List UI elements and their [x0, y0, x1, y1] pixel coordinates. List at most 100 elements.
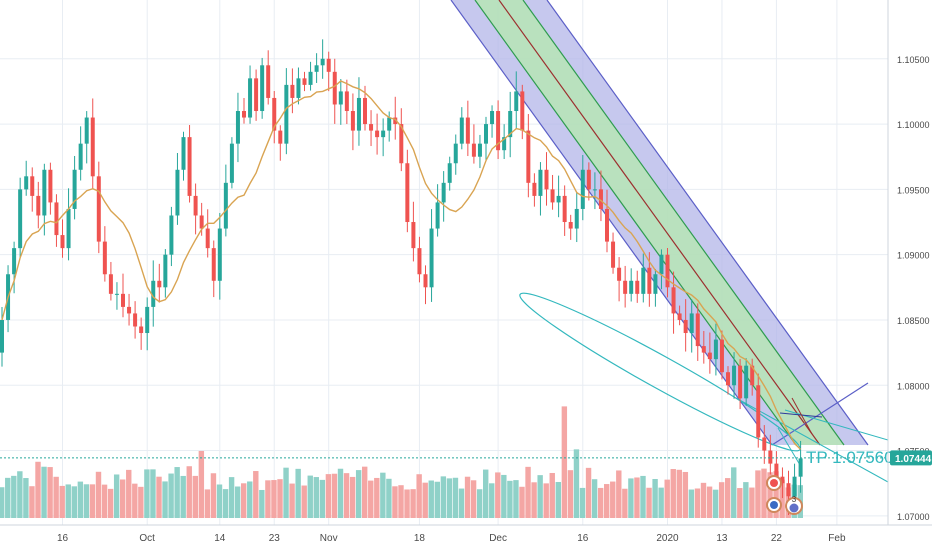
volume-bar — [362, 466, 368, 518]
channel-line — [522, 0, 845, 446]
volume-bar — [398, 485, 404, 518]
x-axis[interactable]: 16 Oct 14 23 Nov 18 Dec 16 2020 13 22 Feb — [0, 524, 932, 544]
volume-bar — [464, 476, 471, 518]
volume-bar — [622, 488, 628, 518]
candle-body — [598, 189, 603, 209]
candle-body — [0, 319, 4, 353]
candle-body — [278, 130, 283, 144]
volume-bar — [271, 480, 277, 518]
volume-bar — [313, 477, 319, 518]
candle-body — [90, 117, 95, 177]
take-profit-label[interactable]: TP 1.07560 — [806, 448, 894, 467]
x-tick-label: 18 — [414, 533, 426, 544]
volume-bar — [198, 450, 205, 518]
volume-bar — [628, 478, 634, 518]
x-tick-label: 23 — [269, 533, 281, 544]
volume-bar — [555, 481, 561, 518]
volume-bar — [458, 488, 465, 518]
event-marker-earnings[interactable] — [766, 475, 782, 491]
candle-body — [356, 97, 361, 131]
candle-body — [762, 437, 767, 451]
volume-bar — [483, 469, 489, 518]
candle-body — [248, 78, 253, 118]
volume-bar — [23, 478, 29, 518]
candle-body — [18, 189, 23, 249]
volume-bar — [670, 469, 676, 518]
volume-bar — [616, 470, 622, 518]
volume-bar — [755, 470, 761, 518]
volume-bar — [501, 474, 507, 518]
volume-bar — [731, 467, 737, 518]
candle-body — [284, 84, 289, 144]
candle-body — [750, 365, 755, 386]
volume-bar — [452, 477, 459, 518]
volume-bar — [446, 478, 453, 518]
moving-average — [1, 80, 802, 450]
candle-body — [399, 124, 404, 164]
candle-body — [538, 169, 543, 196]
volume-bar — [597, 487, 604, 518]
volume-bar — [77, 481, 84, 518]
candle-body — [332, 71, 337, 105]
volume-bar — [162, 481, 168, 518]
candle-body — [175, 169, 180, 216]
candle-body — [774, 463, 779, 477]
volume-bar — [11, 475, 17, 518]
volume-bar — [737, 488, 743, 518]
volume-bar — [640, 475, 646, 518]
volume-bar — [700, 482, 707, 518]
last-price-badge: 1.07444 — [890, 450, 932, 466]
candle-body — [169, 215, 174, 255]
volume-bar — [0, 487, 5, 518]
candle-body — [447, 163, 452, 183]
volume-bar — [241, 483, 247, 518]
candle-body — [629, 280, 634, 294]
candle-body — [520, 91, 525, 131]
candle-body — [369, 124, 374, 131]
candle-body — [738, 365, 743, 399]
candlesticks — [0, 39, 803, 516]
projection-line-lower — [735, 397, 888, 483]
candle-body — [653, 274, 658, 294]
candle-body — [701, 346, 706, 353]
x-tick-label: 14 — [214, 533, 226, 544]
candle-body — [163, 254, 168, 288]
candle-body — [133, 313, 138, 327]
event-dot — [789, 503, 799, 513]
y-tick-label: 1.10000 — [897, 120, 930, 130]
candle-body — [768, 450, 773, 464]
candle-body — [242, 111, 246, 118]
volume-bar — [35, 461, 41, 518]
candle-body — [405, 163, 410, 223]
volume-bar — [543, 483, 549, 518]
candle-body — [193, 195, 198, 216]
volume-bar — [404, 489, 410, 518]
event-markers[interactable]: 3 — [766, 475, 803, 515]
volume-bar — [53, 476, 59, 518]
candle-body — [496, 111, 501, 151]
volume-bar — [368, 480, 374, 518]
volume-bar — [253, 471, 259, 518]
candle-body — [490, 111, 495, 125]
volume-bar — [29, 486, 35, 518]
candle-body — [453, 143, 458, 164]
y-axis[interactable]: 1.10500 1.10000 1.09500 1.09000 1.08500 1.080… — [887, 0, 930, 525]
candle-body — [217, 228, 222, 281]
candle-body — [683, 319, 688, 334]
candle-body — [477, 143, 482, 157]
x-tick-label: Oct — [139, 533, 155, 544]
candle-body — [30, 176, 35, 196]
volume-bar — [156, 476, 162, 518]
volume-bar — [374, 477, 380, 518]
regression-channel[interactable] — [450, 0, 869, 446]
candle-body — [550, 189, 555, 203]
event-marker-dividends[interactable] — [766, 497, 782, 513]
event-marker-group[interactable]: 3 — [785, 495, 803, 515]
volume-bar — [132, 483, 138, 518]
volume-bar — [138, 486, 144, 518]
y-tick-label: 1.09000 — [897, 251, 930, 261]
volume-bar — [17, 471, 23, 518]
volume-bar — [319, 479, 326, 518]
